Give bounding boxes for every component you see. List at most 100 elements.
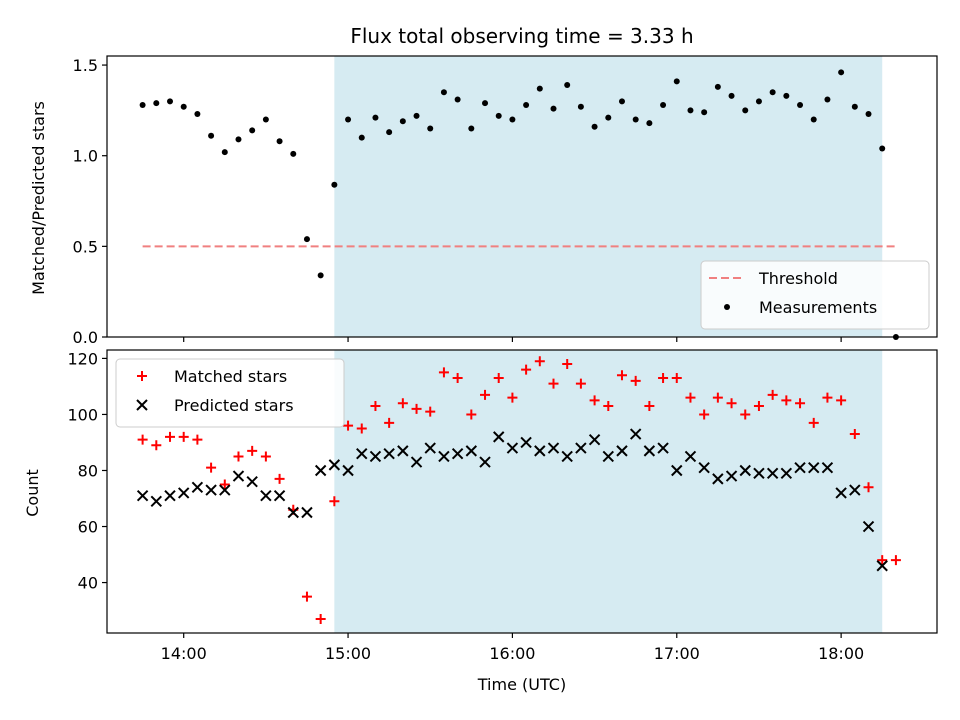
predicted-stars-point (424, 442, 436, 454)
bottom-y-tick-label: 40 (78, 574, 98, 593)
predicted-stars-point (232, 470, 245, 482)
bottom-y-tick-label: 100 (67, 405, 98, 424)
chart-title: Flux total observing time = 3.33 h (350, 24, 693, 48)
measurements-point (660, 101, 667, 108)
predicted-stars-point (849, 484, 861, 496)
predicted-stars-point (479, 456, 491, 468)
measurements-point (427, 125, 434, 132)
predicted-stars-point (671, 464, 683, 477)
matched-stars-point (726, 398, 737, 409)
predicted-stars-point (342, 464, 354, 477)
measurements-point (399, 118, 406, 125)
matched-stars-point (411, 403, 422, 414)
matched-stars-point (192, 434, 203, 445)
measurements-point (728, 92, 735, 99)
predicted-stars-point (314, 464, 327, 477)
predicted-stars-point (684, 450, 697, 463)
matched-stars-point (671, 373, 682, 384)
x-tick-label: 17:00 (654, 644, 700, 663)
legend-label: Predicted stars (174, 396, 294, 415)
matched-stars-point (356, 423, 367, 434)
predicted-stars-point (862, 520, 875, 533)
predicted-stars-point (438, 450, 450, 463)
top-panel-ratio-plot: 0.0 0.5 1.0 1.5 Threshold Measurements (73, 55, 938, 347)
measurements-point (851, 103, 858, 110)
predicted-stars-point (136, 489, 149, 502)
matched-stars-point (247, 445, 258, 456)
predicted-stars-point (451, 447, 464, 460)
matched-stars-point (480, 389, 491, 400)
top-y-axis-label: Matched/Predicted stars (29, 101, 48, 295)
measurements-point (797, 101, 804, 108)
predicted-stars-point (725, 470, 738, 482)
matched-stars-point (781, 395, 792, 406)
predicted-stars-point (821, 461, 834, 474)
predicted-stars-point (520, 436, 532, 449)
predicted-stars-point (177, 487, 190, 499)
predicted-stars-point (301, 506, 313, 519)
measurements-point (591, 123, 598, 130)
predicted-stars-point (397, 445, 409, 457)
predicted-stars-point (219, 484, 231, 496)
predicted-stars-point (766, 467, 779, 479)
matched-stars-point (589, 395, 600, 406)
measurements-point (810, 116, 817, 123)
matched-stars-point (767, 389, 778, 400)
measurements-point (783, 92, 790, 99)
measurements-point (180, 103, 187, 110)
predicted-stars-point (410, 456, 423, 468)
matched-stars-point (274, 473, 285, 484)
bottom-observing-span (334, 350, 883, 633)
measurements-point (153, 100, 160, 107)
predicted-stars-point (561, 450, 573, 463)
measurements-point (345, 116, 352, 123)
predicted-stars-point (643, 445, 656, 457)
measurements-point (167, 98, 174, 105)
matched-stars-point (658, 373, 669, 384)
predicted-stars-point (602, 450, 614, 463)
matched-stars-point (849, 429, 860, 440)
predicted-stars-point (629, 428, 642, 440)
measurements-point (331, 181, 338, 188)
bottom-y-axis-label: Count (23, 469, 42, 517)
predicted-stars-point (794, 461, 806, 474)
matched-stars-point (890, 555, 901, 566)
matched-stars-point (370, 401, 381, 412)
measurements-point (646, 120, 653, 127)
measurements-point (838, 69, 845, 76)
bottom-y-tick-label: 80 (78, 461, 98, 480)
matched-stars-point (315, 613, 326, 624)
matched-stars-point (534, 356, 545, 367)
predicted-stars-point (465, 445, 478, 457)
predicted-stars-point (369, 450, 382, 463)
measurements-point (632, 116, 639, 123)
matched-stars-point (740, 409, 751, 420)
matched-stars-point (384, 417, 395, 428)
predicted-stars-point (260, 489, 272, 502)
measurements-point (701, 109, 708, 116)
measurements-point (249, 127, 256, 134)
x-tick-label: 18:00 (818, 644, 864, 663)
predicted-stars-point (588, 433, 601, 446)
matched-stars-point (165, 431, 176, 442)
measurements-point (139, 101, 146, 108)
matched-stars-point (137, 434, 148, 445)
predicted-stars-point (698, 461, 710, 474)
predicted-stars-point (328, 459, 341, 471)
matched-stars-point (685, 392, 696, 403)
matched-stars-point (260, 451, 271, 462)
matched-stars-point (644, 401, 655, 412)
matched-stars-point (151, 440, 162, 451)
predicted-stars-point (616, 445, 628, 457)
matched-stars-point (521, 364, 532, 375)
matched-stars-point (493, 373, 504, 384)
top-legend: Threshold Measurements (700, 260, 930, 330)
predicted-stars-point (164, 489, 176, 502)
matched-stars-point (397, 398, 408, 409)
bottom-axes-frame (106, 349, 938, 634)
measurements-point (550, 105, 557, 112)
matched-stars-point (616, 370, 627, 381)
measurements-point (221, 149, 228, 156)
predicted-stars-point (739, 464, 751, 477)
matched-stars-point (877, 555, 888, 566)
